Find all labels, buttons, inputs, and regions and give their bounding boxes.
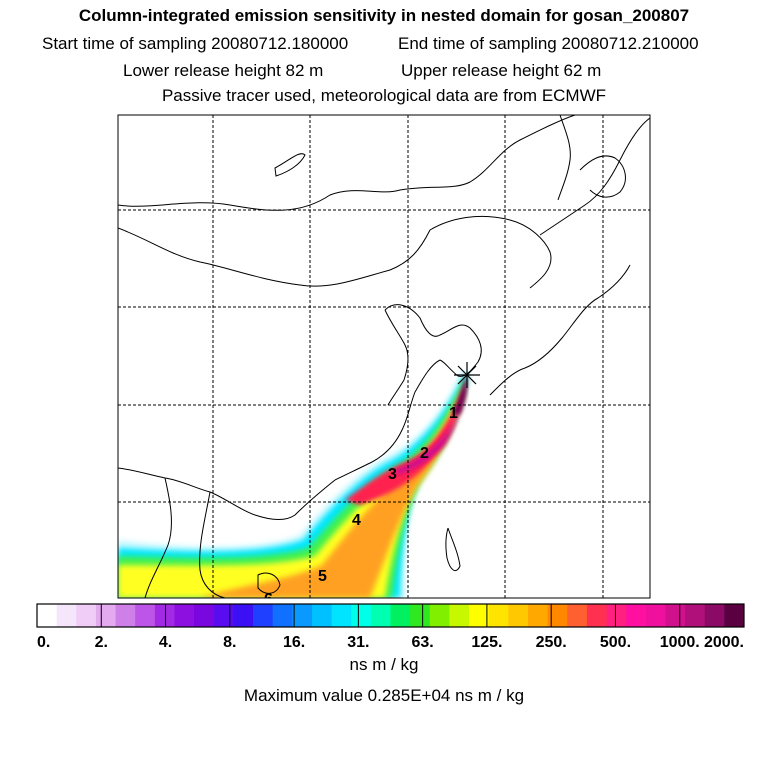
coast-south-china [118, 467, 336, 520]
day-label: 2 [420, 445, 429, 462]
start-time-label: Start time of sampling 20080712.180000 [42, 34, 349, 53]
max-value-label: Maximum value 0.285E+04 ns m / kg [243, 686, 525, 705]
coast-russia-east [539, 117, 650, 236]
day-label: 1 [449, 405, 458, 422]
tracer-note: Passive tracer used, meteorological data… [161, 86, 607, 105]
sensitivity-map: 1 2 3 4 5 6 [117, 114, 651, 608]
plume-envelope-orange [200, 382, 466, 598]
coast-taiwan [445, 527, 461, 572]
plume-core-dark [452, 374, 468, 415]
lower-height-label: Lower release height 82 m [123, 61, 324, 80]
coast-mongolia-border [118, 215, 552, 289]
coast-hokkaido [579, 155, 626, 198]
day-label: 5 [318, 568, 327, 585]
day-label: 4 [352, 512, 361, 529]
coast-baikal [274, 153, 306, 177]
day-labels: 1 2 3 4 5 6 [264, 405, 458, 608]
coast-japan [489, 264, 631, 396]
plume [118, 372, 470, 598]
units-label: ns m / kg [349, 655, 419, 674]
coast-burma [144, 477, 172, 598]
plot-title: Column-integrated emission sensitivity i… [78, 6, 690, 25]
map-frame [117, 114, 651, 599]
upper-height-label: Upper release height 62 m [401, 61, 602, 80]
plume-core-magenta [395, 375, 468, 475]
day-label: 3 [388, 466, 397, 483]
coast-china-east [334, 359, 441, 481]
coastlines [118, 115, 650, 598]
coast-hainan [257, 572, 281, 594]
coast-north-border [118, 115, 576, 211]
day-label: 6 [264, 591, 273, 608]
coast-korea [384, 304, 482, 377]
coast-indochina [199, 491, 226, 598]
coast-sakhalin [557, 115, 571, 201]
receptor-marker [454, 362, 480, 388]
end-time-label: End time of sampling 20080712.210000 [398, 34, 699, 53]
grid-lines [118, 115, 650, 598]
